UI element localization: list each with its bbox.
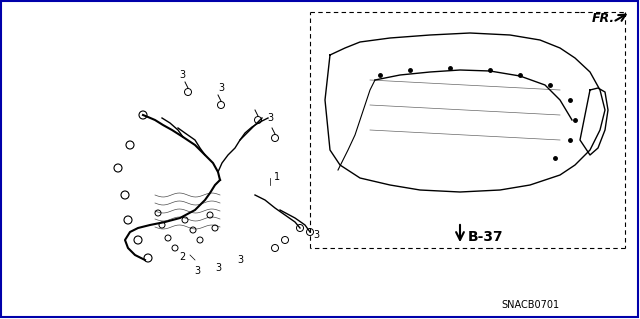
Text: 3: 3: [215, 263, 221, 273]
Text: 3: 3: [313, 230, 319, 240]
Text: 3: 3: [237, 255, 243, 265]
Text: B-37: B-37: [468, 230, 504, 244]
Text: 1: 1: [274, 172, 280, 182]
Text: SNACB0701: SNACB0701: [501, 300, 559, 310]
Text: 2: 2: [179, 252, 185, 262]
Text: 3: 3: [267, 113, 273, 123]
Text: 3: 3: [218, 83, 224, 93]
Text: FR.: FR.: [592, 11, 615, 25]
Text: 3: 3: [179, 70, 185, 80]
Text: 3: 3: [194, 266, 200, 276]
